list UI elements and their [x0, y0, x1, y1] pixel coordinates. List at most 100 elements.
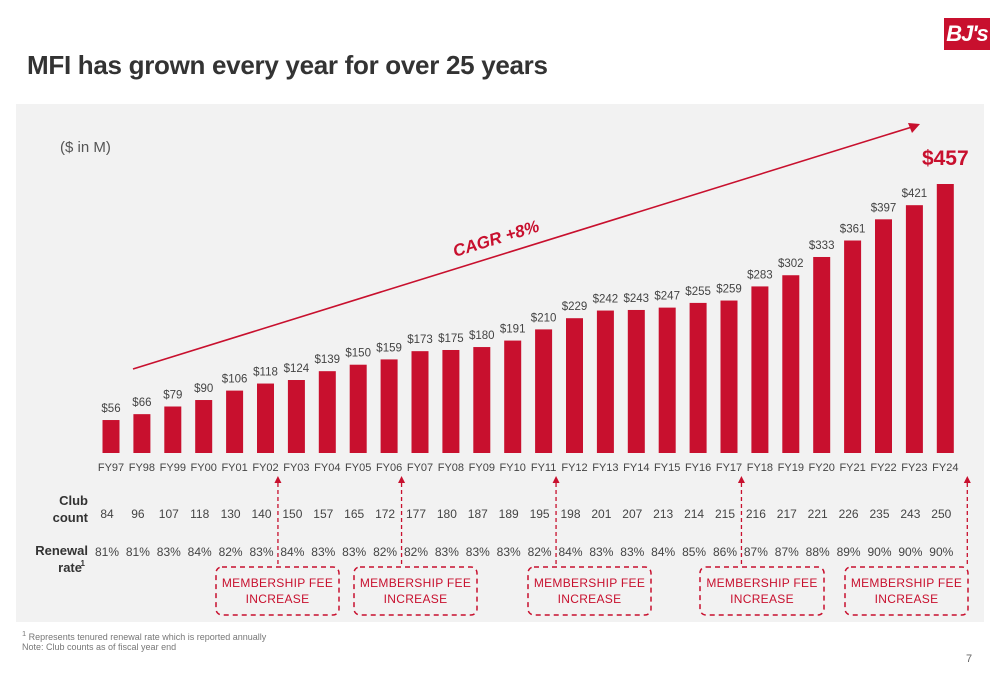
club-count-FY06: 172	[375, 507, 395, 521]
bar-FY15	[658, 307, 676, 453]
cagr-label: CAGR +8%	[451, 217, 542, 261]
fee-increase-label-line2: INCREASE	[875, 592, 939, 606]
club-count-FY97: 84	[100, 507, 114, 521]
value-label-FY13: $242	[593, 294, 619, 306]
renewal-rate-FY14: 83%	[620, 545, 644, 559]
bar-FY21	[844, 240, 862, 453]
club-count-FY01: 130	[221, 507, 241, 521]
value-label-FY10: $191	[500, 324, 526, 336]
category-label-FY09: FY09	[469, 462, 495, 474]
category-label-FY98: FY98	[129, 462, 155, 474]
value-label-FY23: $421	[902, 188, 928, 200]
fee-increase-label-line1: MEMBERSHIP FEE	[360, 576, 471, 590]
category-label-FY18: FY18	[747, 462, 773, 474]
fee-increase-arrowhead	[737, 476, 745, 483]
club-count-FY11: 195	[530, 507, 550, 521]
renewal-rate-superscript: 1	[81, 559, 86, 568]
renewal-rate-FY15: 84%	[651, 545, 675, 559]
value-label-FY06: $159	[376, 342, 402, 354]
value-label-FY02: $118	[253, 367, 278, 379]
category-label-FY22: FY22	[870, 462, 896, 474]
bar-FY22	[875, 219, 892, 453]
renewal-rate-FY18: 87%	[744, 545, 768, 559]
renewal-rate-FY01: 82%	[219, 545, 243, 559]
bar-FY04	[318, 371, 336, 453]
bar-FY97	[102, 420, 120, 453]
bar-FY11	[535, 329, 553, 453]
category-label-FY12: FY12	[561, 462, 587, 474]
club-count-FY14: 207	[622, 507, 642, 521]
category-label-FY04: FY04	[314, 462, 340, 474]
category-label-FY20: FY20	[809, 462, 835, 474]
category-label-FY21: FY21	[839, 462, 865, 474]
renewal-rate-FY04: 83%	[311, 545, 335, 559]
footnote-club-count: Note: Club counts as of fiscal year end	[22, 642, 177, 652]
bar-FY16	[689, 302, 707, 453]
renewal-rate-FY19: 87%	[775, 545, 799, 559]
renewal-rate-FY02: 83%	[249, 545, 273, 559]
fee-increase-box	[353, 566, 478, 616]
bar-FY20	[813, 256, 831, 453]
footnote-marker: 1	[22, 629, 27, 638]
value-label-FY22: $397	[871, 202, 897, 214]
bar-FY14	[627, 309, 645, 453]
renewal-rate-FY98: 81%	[126, 545, 150, 559]
bar-FY10	[504, 340, 522, 453]
fee-increase-label-line1: MEMBERSHIP FEE	[706, 576, 817, 590]
renewal-rate-FY16: 85%	[682, 545, 706, 559]
value-label-FY04: $139	[315, 354, 341, 366]
bar-FY99	[164, 406, 182, 453]
bar-FY09	[473, 347, 491, 453]
fee-increase-label-line2: INCREASE	[730, 592, 794, 606]
bar-FY18	[751, 286, 769, 453]
club-count-FY18: 216	[746, 507, 766, 521]
category-label-FY07: FY07	[407, 462, 433, 474]
category-label-FY10: FY10	[500, 462, 526, 474]
fee-increase-label-line2: INCREASE	[246, 592, 310, 606]
value-label-FY11: $210	[531, 312, 557, 324]
renewal-rate-FY11: 82%	[528, 545, 552, 559]
renewal-rate-FY21: 89%	[837, 545, 861, 559]
renewal-rate-FY17: 86%	[713, 545, 737, 559]
category-label-FY14: FY14	[623, 462, 649, 474]
cagr-arrowhead	[908, 123, 920, 133]
renewal-rate-label-line1: Renewal	[35, 543, 88, 558]
value-label-FY18: $283	[747, 269, 773, 281]
renewal-rate-FY24: 90%	[929, 545, 953, 559]
value-label-FY12: $229	[562, 301, 588, 313]
renewal-rate-FY09: 83%	[466, 545, 490, 559]
category-label-FY23: FY23	[901, 462, 927, 474]
club-count-FY24: 250	[931, 507, 951, 521]
club-count-FY22: 235	[869, 507, 889, 521]
renewal-rate-FY08: 83%	[435, 545, 459, 559]
club-count-FY20: 221	[808, 507, 828, 521]
renewal-rate-FY07: 82%	[404, 545, 428, 559]
club-count-label-line1: Club	[59, 493, 88, 508]
value-label-FY05: $150	[345, 348, 371, 360]
value-label-FY03: $124	[284, 363, 310, 375]
club-count-FY17: 215	[715, 507, 735, 521]
value-label-FY08: $175	[438, 333, 464, 345]
category-label-FY03: FY03	[283, 462, 309, 474]
bar-FY06	[380, 359, 398, 453]
category-label-FY99: FY99	[160, 462, 186, 474]
bar-FY12	[566, 318, 583, 453]
bar-FY05	[349, 364, 367, 453]
category-label-FY06: FY06	[376, 462, 402, 474]
club-count-FY03: 150	[282, 507, 302, 521]
renewal-rate-FY05: 83%	[342, 545, 366, 559]
renewal-rate-label-line2: rate	[58, 560, 82, 575]
fee-increase-label-line2: INCREASE	[558, 592, 622, 606]
renewal-rate-FY10: 83%	[497, 545, 521, 559]
footnote-renewal-text: Represents tenured renewal rate which is…	[26, 632, 267, 642]
page-title: MFI has grown every year for over 25 yea…	[27, 50, 548, 80]
category-label-FY08: FY08	[438, 462, 464, 474]
fee-increase-box	[527, 566, 652, 616]
fee-increase-label-line2: INCREASE	[384, 592, 448, 606]
club-count-FY19: 217	[777, 507, 797, 521]
bar-FY01	[226, 390, 244, 453]
cagr-trend-line	[132, 126, 913, 370]
category-label-FY24: FY24	[932, 462, 958, 474]
club-count-label-line2: count	[53, 510, 89, 525]
value-label-FY00: $90	[194, 383, 213, 395]
